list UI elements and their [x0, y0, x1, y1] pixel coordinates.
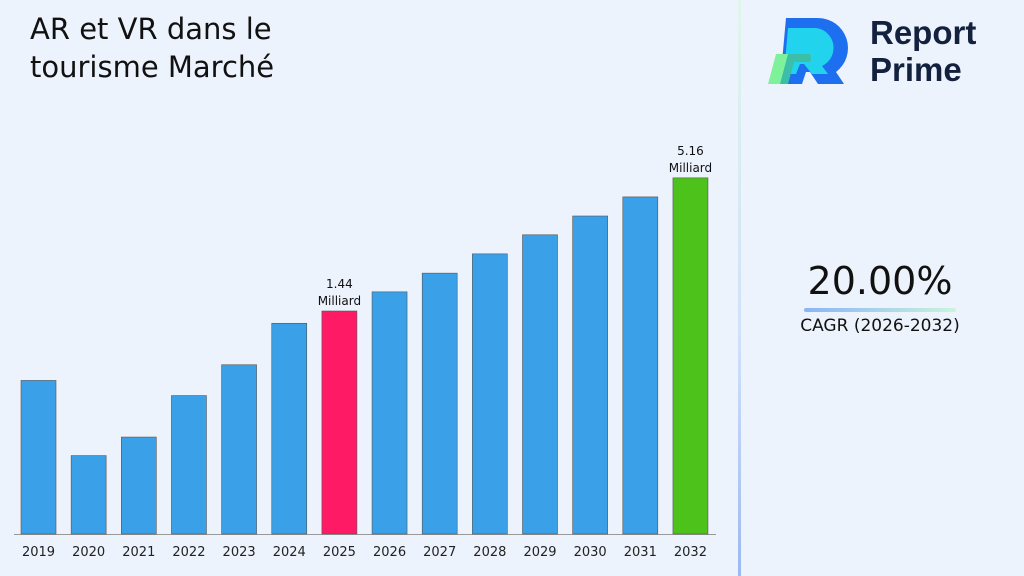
bar-2025 [321, 310, 358, 535]
bar-2020 [70, 455, 107, 535]
bar-2021 [121, 436, 157, 535]
data-label-value: 5.16 [677, 144, 704, 158]
data-label-unit: Milliard [318, 294, 361, 308]
bar-2026 [371, 291, 408, 535]
x-tick-label: 2023 [223, 545, 256, 560]
bar-chart: 2019 2020 2021 2022 2023 2024 2025 1.44 Milliard… [14, 144, 716, 560]
bar-2023 [221, 364, 257, 535]
divider [738, 0, 741, 576]
x-tick-label: 2026 [373, 545, 406, 560]
brand-line2: Prime [870, 51, 962, 88]
brand-line1: Report [870, 14, 977, 51]
x-tick-label: 2021 [122, 545, 155, 560]
x-tick-label: 2030 [574, 545, 607, 560]
x-tick-label: 2022 [172, 545, 205, 560]
bar-2019 [20, 380, 57, 535]
bar-2030 [572, 215, 608, 535]
bar-2022 [171, 395, 207, 535]
report-prime-logo [768, 18, 848, 84]
x-tick-label: 2032 [674, 545, 707, 560]
bar-2024 [271, 322, 308, 535]
x-tick-label: 2031 [624, 545, 657, 560]
bar-2029 [522, 234, 558, 535]
x-tick-label: 2027 [423, 545, 456, 560]
cagr-panel: 20.00% CAGR (2026-2032) [790, 258, 970, 336]
chart-title: AR et VR dans le tourisme Marché [30, 12, 275, 84]
brand-name: Report Prime [870, 14, 976, 88]
x-tick-label: 2028 [473, 545, 506, 560]
bar-2032 [672, 177, 709, 535]
cagr-label: CAGR (2026-2032) [800, 316, 960, 336]
x-tick-label: 2020 [72, 545, 105, 560]
bar-2027 [421, 272, 458, 535]
data-label-value: 1.44 [326, 277, 353, 291]
x-tick-label: 2029 [523, 545, 556, 560]
x-tick-label: 2024 [273, 545, 306, 560]
cagr-value: 20.00% [807, 259, 953, 303]
x-tick-label: 2019 [22, 545, 55, 560]
bar-2028 [472, 253, 508, 535]
cagr-underline [804, 308, 956, 312]
bar-2031 [622, 196, 659, 535]
data-label-unit: Milliard [669, 161, 712, 175]
x-tick-label: 2025 [323, 545, 356, 560]
